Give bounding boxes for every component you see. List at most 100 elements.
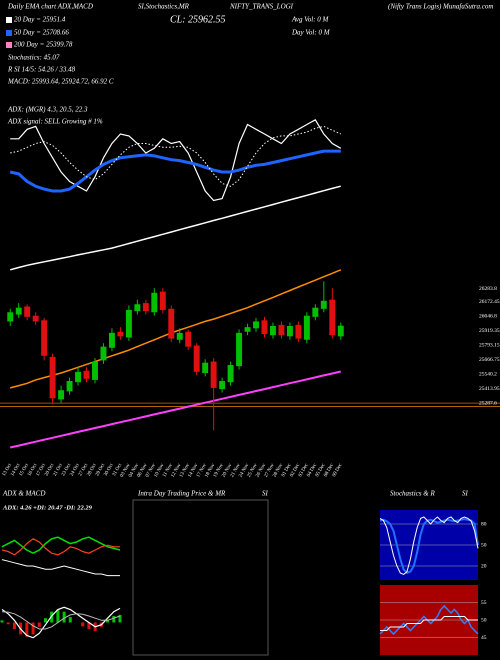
y-tick-label: 20 bbox=[481, 563, 487, 569]
histogram-bar bbox=[50, 611, 54, 623]
histogram-bar bbox=[106, 620, 110, 623]
candle-body bbox=[253, 321, 259, 329]
histogram-bar bbox=[62, 611, 66, 623]
candle-body bbox=[92, 361, 98, 380]
panel-title: ADX & MACD bbox=[2, 490, 45, 498]
annotation: R SI 14/5: 54.26 / 33.48 bbox=[7, 66, 76, 74]
candle-body bbox=[66, 381, 73, 392]
y-tick-label: 50 bbox=[481, 617, 487, 623]
histogram-bar bbox=[6, 622, 10, 625]
y-tick-label: 80 bbox=[481, 521, 487, 527]
x-tick-label: 17 Oct bbox=[36, 463, 47, 478]
histogram-bar bbox=[68, 617, 72, 623]
histogram-bar bbox=[81, 622, 85, 627]
legend-swatch bbox=[6, 17, 12, 23]
candle-body bbox=[142, 303, 149, 312]
candle-body bbox=[202, 362, 209, 374]
annotation: Daily EMA chart ADX,MACD bbox=[7, 3, 93, 11]
series-line bbox=[10, 269, 342, 389]
histogram-bar bbox=[112, 616, 116, 623]
annotation: Day Vol: 0 M bbox=[291, 29, 331, 37]
candle-body bbox=[32, 315, 39, 322]
series-line bbox=[1, 606, 121, 639]
histogram-bar bbox=[37, 622, 41, 627]
y-tick-label: 25413.95 bbox=[479, 386, 500, 392]
x-tick-label: 05 Dec bbox=[315, 462, 327, 478]
candle-body bbox=[185, 331, 192, 347]
candle-body bbox=[176, 332, 183, 340]
histogram-bar bbox=[87, 622, 91, 629]
annotation: NIFTY_TRANS_LOGI bbox=[229, 3, 294, 11]
y-tick-label: 55 bbox=[481, 600, 487, 606]
histogram-bar bbox=[56, 609, 60, 623]
panel-title: SI bbox=[462, 490, 469, 498]
series-line bbox=[10, 125, 342, 187]
series-line bbox=[9, 370, 342, 449]
candle-body bbox=[286, 326, 293, 337]
x-tick-label: 30 Oct bbox=[104, 463, 115, 478]
x-tick-label: 14 Oct bbox=[10, 463, 21, 478]
y-tick-label: 25666.75 bbox=[479, 357, 500, 363]
candle-body bbox=[83, 370, 90, 379]
annotation: Avg Vol: 0 M bbox=[291, 16, 330, 24]
series-line bbox=[379, 518, 479, 575]
panel-title: Intra Day Trading Price & MR bbox=[137, 490, 226, 498]
candle-body bbox=[100, 346, 107, 361]
x-tick-label: 04 Dec bbox=[307, 462, 319, 478]
series-line bbox=[380, 616, 478, 631]
candle-body bbox=[24, 306, 31, 317]
candle-body bbox=[134, 304, 141, 312]
series-line bbox=[1, 538, 120, 556]
histogram-bar bbox=[12, 622, 16, 629]
x-tick-label: 20 Oct bbox=[44, 463, 55, 478]
x-tick-label: 29 Oct bbox=[95, 463, 106, 478]
x-tick-label: 02 Dec bbox=[290, 462, 302, 478]
annotation: 200 Day = 25399.78 bbox=[14, 41, 73, 49]
x-tick-label: 11 Nov bbox=[162, 463, 174, 479]
y-tick-label: 25540.2 bbox=[479, 371, 497, 377]
y-tick-label: 26172.45 bbox=[479, 299, 500, 305]
series-line bbox=[379, 604, 479, 636]
legend-swatch bbox=[6, 30, 12, 36]
candle-body bbox=[269, 326, 276, 336]
candle-body bbox=[58, 390, 65, 400]
y-tick-label: 50 bbox=[481, 542, 487, 548]
candle-body bbox=[108, 332, 115, 348]
x-tick-label: 16 Oct bbox=[27, 463, 38, 478]
x-tick-label: 01 Dec bbox=[281, 462, 293, 478]
annotation: ADX signal: SELL Growing # 1% bbox=[7, 118, 103, 126]
candle-body bbox=[168, 308, 175, 339]
series-line bbox=[1, 611, 121, 630]
candle-body bbox=[49, 356, 56, 399]
series-line bbox=[1, 536, 121, 555]
series-line bbox=[379, 516, 479, 575]
annotation: CL: 25962.55 bbox=[170, 14, 226, 25]
x-tick-label: 08 Dec bbox=[324, 462, 336, 478]
x-tick-label: 09 Dec bbox=[332, 462, 344, 478]
panel-title: SI bbox=[262, 490, 269, 498]
x-tick-label: 27 Oct bbox=[78, 463, 89, 478]
annotation: 50 Day = 25708.66 bbox=[14, 29, 69, 37]
candle-body bbox=[117, 331, 124, 337]
annotation: Stochastics: 45.07 bbox=[8, 54, 60, 62]
candle-body bbox=[261, 320, 268, 335]
x-tick-label: 24 Oct bbox=[70, 463, 81, 478]
candle-body bbox=[41, 320, 48, 356]
candle-body bbox=[125, 309, 132, 338]
candle-body bbox=[278, 324, 285, 336]
y-tick-label: 26283.8 bbox=[479, 286, 497, 292]
annotation: (Nifty Trans Logis) MunafaSutra.com bbox=[388, 3, 493, 11]
histogram-bar bbox=[0, 620, 4, 623]
candle-body bbox=[244, 327, 251, 332]
candle-body bbox=[75, 371, 82, 383]
histogram-bar bbox=[25, 622, 29, 637]
series-line bbox=[10, 118, 342, 202]
annotation: ADX: (MGR) 4.3, 20.5, 22.3 bbox=[7, 106, 88, 114]
candle-body bbox=[193, 345, 200, 372]
x-tick-label: 23 Oct bbox=[61, 463, 72, 478]
panel-frame bbox=[132, 499, 269, 656]
candle-body bbox=[320, 300, 327, 309]
histogram-bar bbox=[43, 618, 47, 623]
